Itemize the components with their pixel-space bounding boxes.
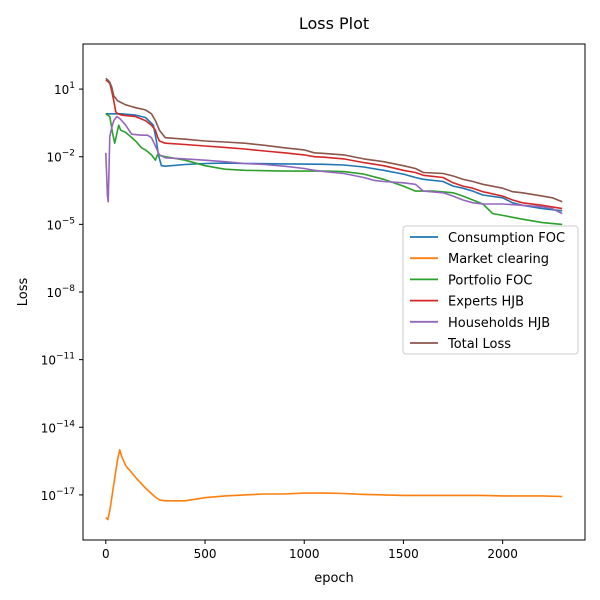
x-tick-label: 500: [194, 547, 217, 561]
legend-label: Total Loss: [447, 337, 511, 352]
series-layer: [105, 77, 563, 521]
y-tick-label: 10−2: [46, 149, 75, 165]
x-tick-label: 0: [102, 547, 110, 561]
x-axis-label: epoch: [314, 571, 354, 586]
plot-area: [82, 43, 586, 541]
legend-label: Experts HJB: [448, 295, 524, 310]
x-axis: 0 500 1000 1500 2000: [102, 540, 518, 561]
series-line-3: [105, 79, 563, 210]
series-line-4: [105, 115, 563, 215]
legend: Consumption FOC Market clearing Portfolio …: [402, 225, 579, 355]
legend-label: Consumption FOC: [448, 231, 565, 246]
y-axis-label: Loss: [16, 278, 31, 307]
x-tick-label: 1000: [289, 547, 320, 561]
series-line-2: [105, 113, 563, 226]
x-tick-label: 1500: [388, 547, 419, 561]
series-line-1: [105, 449, 563, 521]
legend-label: Portfolio FOC: [448, 273, 532, 288]
y-tick-label: 10−17: [41, 487, 75, 503]
y-tick-label: 10−14: [41, 419, 76, 435]
legend-label: Households HJB: [448, 316, 550, 331]
chart-title: Loss Plot: [299, 14, 369, 33]
y-tick-label: 101: [54, 81, 75, 97]
x-tick-label: 2000: [487, 547, 518, 561]
legend-frame: [402, 225, 579, 355]
series-line-5: [105, 77, 563, 203]
y-axis: 10−17 10−14 10−11 10−8 10−5 10−2 101: [41, 81, 83, 503]
y-tick-label: 10−8: [46, 284, 75, 300]
y-tick-label: 10−11: [41, 352, 75, 368]
legend-label: Market clearing: [448, 252, 549, 267]
series-line-0: [105, 113, 563, 212]
y-tick-label: 10−5: [46, 216, 75, 232]
